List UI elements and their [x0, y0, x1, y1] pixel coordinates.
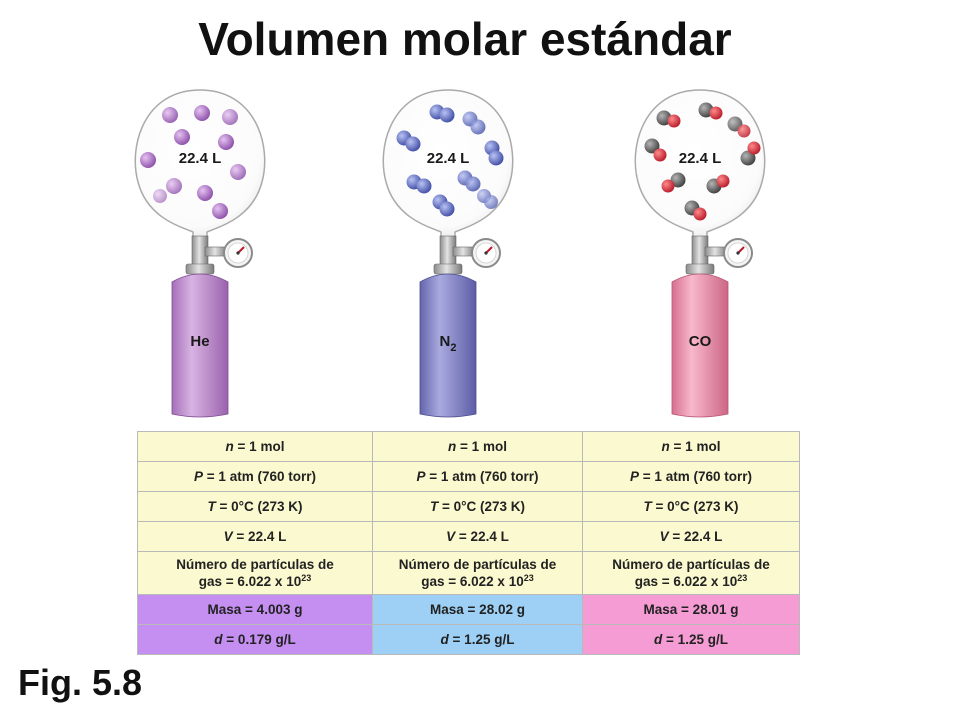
he-assembly: 22.4 L He	[134, 89, 266, 418]
co-cylinder	[671, 273, 729, 418]
table-row-mass: Masa = 4.003 g Masa = 28.02 g Masa = 28.…	[137, 594, 800, 625]
n2-balloon-label: 22.4 L	[427, 150, 470, 167]
table-row-moles: n = 1 mol n = 1 mol n = 1 mol	[137, 431, 800, 462]
he-balloon-label: 22.4 L	[179, 150, 222, 167]
he-atoms	[140, 105, 246, 219]
he-particles-cell: Número de partículas de gas = 6.022 x 102…	[137, 551, 373, 595]
gas-properties-table: n = 1 mol n = 1 mol n = 1 mol P = 1 atm …	[137, 431, 800, 655]
co-density-cell: d = 1.25 g/L	[582, 624, 800, 655]
co-molecules	[644, 102, 761, 221]
co-moles-cell: n = 1 mol	[582, 431, 800, 462]
table-row-density: d = 0.179 g/L d = 1.25 g/L d = 1.25 g/L	[137, 624, 800, 655]
figure-label: Fig. 5.8	[18, 662, 143, 703]
he-pressure-cell: P = 1 atm (760 torr)	[137, 461, 373, 492]
he-mass-cell: Masa = 4.003 g	[137, 594, 373, 625]
co-pressure-cell: P = 1 atm (760 torr)	[582, 461, 800, 492]
n2-pressure-cell: P = 1 atm (760 torr)	[372, 461, 583, 492]
n2-mass-cell: Masa = 28.02 g	[372, 594, 583, 625]
n2-formula: N2	[440, 333, 457, 354]
he-valve-collar	[185, 263, 215, 275]
co-formula: CO	[689, 333, 712, 350]
he-moles-cell: n = 1 mol	[137, 431, 373, 462]
n2-molecules	[396, 104, 504, 217]
n2-particles-cell: Número de partículas de gas = 6.022 x 102…	[372, 551, 583, 595]
he-formula: He	[190, 333, 209, 350]
co-valve-collar	[685, 263, 715, 275]
co-mass-cell: Masa = 28.01 g	[582, 594, 800, 625]
n2-moles-cell: n = 1 mol	[372, 431, 583, 462]
co-balloon-label: 22.4 L	[679, 150, 722, 167]
co-assembly: 22.4 L CO	[634, 89, 766, 418]
he-gauge-icon	[223, 238, 253, 268]
page-title: Volumen molar estándar	[198, 13, 732, 65]
table-row-particles: Número de partículas de gas = 6.022 x 102…	[137, 551, 800, 595]
table-row-pressure: P = 1 atm (760 torr) P = 1 atm (760 torr…	[137, 461, 800, 492]
n2-assembly: 22.4 L N2	[382, 89, 514, 418]
co-gauge-icon	[723, 238, 753, 268]
co-particles-cell: Número de partículas de gas = 6.022 x 102…	[582, 551, 800, 595]
he-cylinder	[171, 273, 229, 418]
co-temperature-cell: T = 0°C (273 K)	[582, 491, 800, 522]
n2-gauge-icon	[471, 238, 501, 268]
gas-cylinders-illustration: 22.4 L He 22.4 L	[134, 89, 766, 418]
he-density-cell: d = 0.179 g/L	[137, 624, 373, 655]
he-volume-cell: V = 22.4 L	[137, 521, 373, 552]
n2-density-cell: d = 1.25 g/L	[372, 624, 583, 655]
he-temperature-cell: T = 0°C (273 K)	[137, 491, 373, 522]
n2-temperature-cell: T = 0°C (273 K)	[372, 491, 583, 522]
n2-valve-collar	[433, 263, 463, 275]
n2-volume-cell: V = 22.4 L	[372, 521, 583, 552]
table-row-volume: V = 22.4 L V = 22.4 L V = 22.4 L	[137, 521, 800, 552]
n2-cylinder	[419, 273, 477, 418]
co-volume-cell: V = 22.4 L	[582, 521, 800, 552]
table-row-temperature: T = 0°C (273 K) T = 0°C (273 K) T = 0°C …	[137, 491, 800, 522]
